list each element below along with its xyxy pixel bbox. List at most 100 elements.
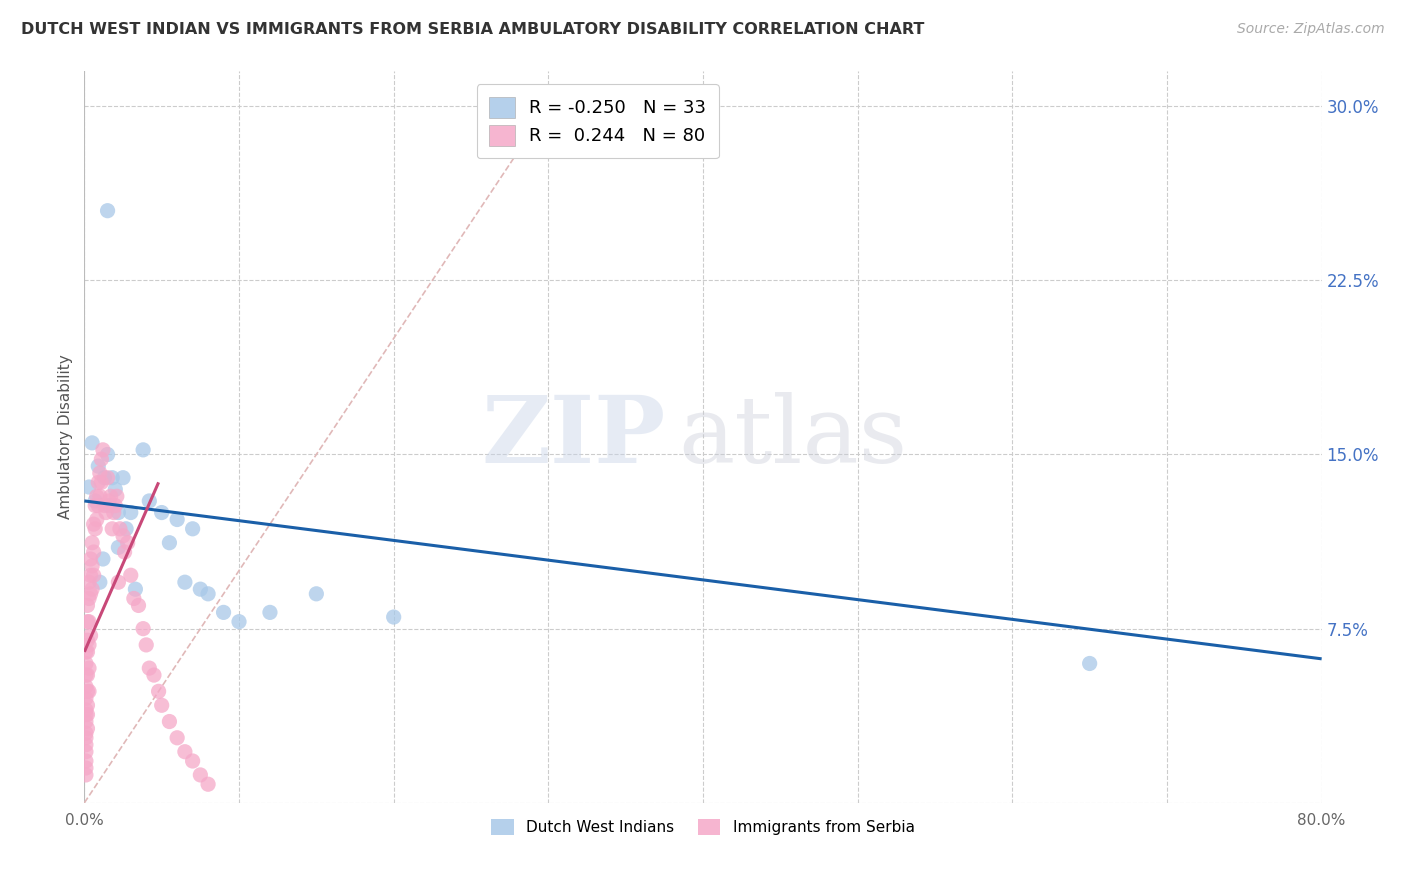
Point xyxy=(108,522,131,536)
Point xyxy=(75,714,97,729)
Point xyxy=(174,575,197,590)
Point xyxy=(83,545,105,559)
Point xyxy=(75,691,97,706)
Point xyxy=(150,698,173,713)
Point xyxy=(107,541,129,555)
Point xyxy=(77,684,100,698)
Point xyxy=(87,459,110,474)
Point xyxy=(1078,657,1101,671)
Point xyxy=(75,680,97,694)
Point xyxy=(181,754,204,768)
Point xyxy=(127,599,149,613)
Point xyxy=(75,645,97,659)
Point xyxy=(77,638,100,652)
Point xyxy=(94,506,117,520)
Point xyxy=(104,499,127,513)
Point xyxy=(105,489,128,503)
Point xyxy=(120,506,142,520)
Point xyxy=(76,668,98,682)
Point xyxy=(132,622,155,636)
Point xyxy=(107,575,129,590)
Point xyxy=(166,731,188,745)
Point xyxy=(76,599,98,613)
Point xyxy=(122,591,145,606)
Point xyxy=(124,582,146,597)
Point xyxy=(188,768,211,782)
Legend: Dutch West Indians, Immigrants from Serbia: Dutch West Indians, Immigrants from Serb… xyxy=(484,812,922,843)
Point xyxy=(82,535,104,549)
Point xyxy=(75,703,97,717)
Point xyxy=(159,714,180,729)
Point xyxy=(75,768,97,782)
Point xyxy=(75,707,97,722)
Point xyxy=(89,466,111,480)
Point xyxy=(135,638,157,652)
Point xyxy=(120,568,142,582)
Point xyxy=(87,499,110,513)
Point xyxy=(188,582,211,597)
Point xyxy=(100,489,122,503)
Point xyxy=(150,506,173,520)
Point xyxy=(143,668,166,682)
Point xyxy=(76,707,98,722)
Point xyxy=(103,506,125,520)
Text: DUTCH WEST INDIAN VS IMMIGRANTS FROM SERBIA AMBULATORY DISABILITY CORRELATION CH: DUTCH WEST INDIAN VS IMMIGRANTS FROM SER… xyxy=(21,22,925,37)
Point xyxy=(112,471,135,485)
Point xyxy=(148,684,170,698)
Text: ZIP: ZIP xyxy=(482,392,666,482)
Point xyxy=(83,517,105,532)
Point xyxy=(159,535,180,549)
Point xyxy=(107,506,129,520)
Point xyxy=(138,661,160,675)
Point xyxy=(84,522,107,536)
Text: Source: ZipAtlas.com: Source: ZipAtlas.com xyxy=(1237,22,1385,37)
Point xyxy=(79,587,101,601)
Point xyxy=(114,545,136,559)
Point xyxy=(91,442,114,457)
Point xyxy=(77,575,100,590)
Point xyxy=(76,684,98,698)
Point xyxy=(98,494,121,508)
Point xyxy=(259,606,281,620)
Point xyxy=(84,499,107,513)
Point xyxy=(117,535,139,549)
Point xyxy=(79,629,101,643)
Point xyxy=(77,480,100,494)
Point xyxy=(75,754,97,768)
Point xyxy=(75,738,97,752)
Point xyxy=(82,582,104,597)
Point xyxy=(197,777,219,791)
Point xyxy=(75,745,97,759)
Point xyxy=(382,610,405,624)
Point xyxy=(101,471,124,485)
Point xyxy=(79,568,101,582)
Y-axis label: Ambulatory Disability: Ambulatory Disability xyxy=(58,355,73,519)
Point xyxy=(76,698,98,713)
Point xyxy=(75,761,97,775)
Point xyxy=(83,568,105,582)
Text: atlas: atlas xyxy=(678,392,907,482)
Point xyxy=(75,657,97,671)
Point xyxy=(138,494,160,508)
Point xyxy=(166,512,188,526)
Point xyxy=(96,448,118,462)
Point xyxy=(93,471,115,485)
Point xyxy=(77,615,100,629)
Point xyxy=(75,726,97,740)
Point xyxy=(305,587,328,601)
Point xyxy=(79,552,101,566)
Point xyxy=(82,558,104,573)
Point xyxy=(82,436,104,450)
Point xyxy=(181,522,204,536)
Point xyxy=(76,633,98,648)
Point xyxy=(90,475,112,490)
Point xyxy=(76,722,98,736)
Point xyxy=(77,661,100,675)
Point xyxy=(75,731,97,745)
Point xyxy=(101,522,124,536)
Point xyxy=(197,587,219,601)
Point xyxy=(212,606,235,620)
Point xyxy=(89,575,111,590)
Point xyxy=(174,745,197,759)
Point xyxy=(89,489,111,503)
